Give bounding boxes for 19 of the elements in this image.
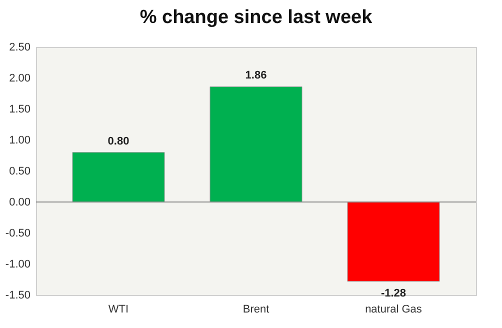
y-tick-label: -0.50 bbox=[5, 228, 30, 240]
x-tick-label: WTI bbox=[108, 304, 129, 316]
x-tick-label: natural Gas bbox=[365, 304, 422, 316]
data-label: 0.80 bbox=[108, 135, 130, 148]
y-tick-label: 0.50 bbox=[9, 166, 30, 178]
bar bbox=[72, 152, 165, 202]
chart-title: % change since last week bbox=[140, 7, 373, 28]
y-tick-label: 1.00 bbox=[9, 134, 30, 146]
y-tick-label: 0.00 bbox=[9, 196, 30, 208]
data-label: -1.28 bbox=[380, 287, 406, 300]
y-tick-label: -1.00 bbox=[5, 258, 30, 270]
y-tick-label: -1.50 bbox=[5, 290, 30, 302]
data-label: 1.86 bbox=[245, 70, 267, 82]
bar bbox=[347, 202, 440, 282]
y-tick-label: 2.50 bbox=[9, 42, 30, 54]
y-tick-label: 1.50 bbox=[9, 104, 30, 116]
y-tick-label: 2.00 bbox=[9, 72, 30, 84]
x-tick-label: Brent bbox=[242, 304, 270, 316]
bar bbox=[210, 86, 302, 202]
